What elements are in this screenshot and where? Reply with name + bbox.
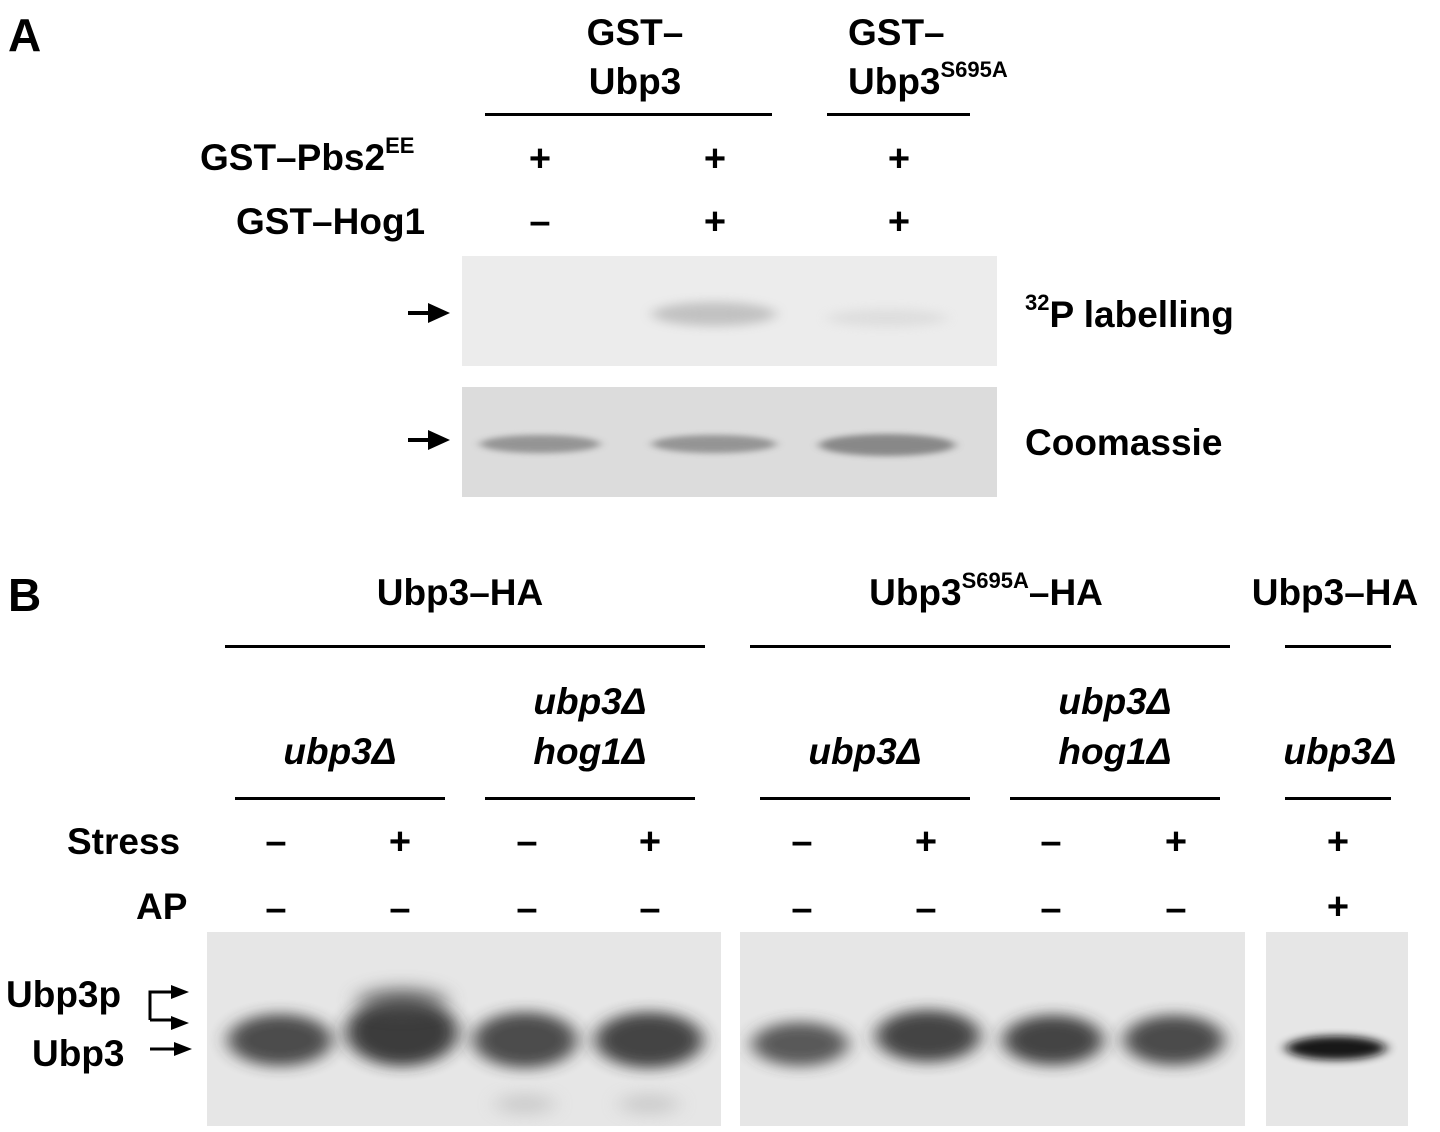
band-b-lane1 [228, 1014, 332, 1066]
strain-5: ubp3Δ [1283, 731, 1397, 772]
panel-a-label: A [8, 9, 42, 61]
panel-b-group1-title: Ubp3–HA [376, 572, 544, 613]
western-blot-ubp3-ha-ap [1266, 932, 1408, 1126]
strain-3: ubp3Δ [808, 731, 922, 772]
strain-1: ubp3Δ [283, 731, 397, 772]
blot-coomassie [462, 387, 997, 497]
ap-sign-5: – [791, 888, 813, 930]
stress-sign-9: + [1326, 821, 1350, 863]
panel-a-group2-underline [827, 113, 970, 116]
stress-sign-4: + [638, 821, 662, 863]
band-b-lane7 [1003, 1015, 1103, 1065]
band-coomassie-lane3 [819, 434, 955, 456]
arrow-right-icon [408, 303, 450, 323]
row-label-ap: AP [136, 886, 188, 927]
strain-4-underline [1010, 797, 1220, 800]
western-blot-ubp3-s695a-ha [740, 932, 1245, 1126]
arrow-right-icon [408, 430, 450, 450]
strain-5-underline [1285, 797, 1391, 800]
strain-1-underline [235, 797, 445, 800]
panel-b-group2-title: Ubp3S695A–HA [869, 568, 1103, 613]
arrow-right-icon [171, 1016, 189, 1030]
ap-sign-9: + [1326, 886, 1350, 928]
band-b-lane8 [1124, 1015, 1224, 1065]
band-b-lane4 [595, 1012, 703, 1114]
band-label-ubp3p: Ubp3p [6, 974, 122, 1015]
blot-32p-labelling [462, 256, 997, 366]
blot-label-coomassie: Coomassie [1025, 422, 1223, 463]
panel-a-group2-line1: GST– [848, 12, 945, 53]
band-b-lane6 [876, 1010, 980, 1062]
ap-sign-8: – [1165, 888, 1187, 930]
stress-sign-6: + [914, 821, 938, 863]
row-label-gst-pbs2: GST–Pbs2EE [200, 133, 415, 178]
stress-sign-7: – [1040, 821, 1062, 863]
panel-b-group2-underline [750, 645, 1230, 648]
stress-sign-8: + [1164, 821, 1188, 863]
stress-sign-1: – [265, 821, 287, 863]
stress-sign-2: + [388, 821, 412, 863]
band-32p-lane2 [652, 302, 776, 326]
band-coomassie-lane1 [480, 435, 600, 453]
blot-label-32p: 32P labelling [1025, 290, 1234, 335]
strain-4-line1: ubp3Δ [1058, 681, 1172, 722]
strain-3-underline [760, 797, 970, 800]
band-coomassie-lane2 [652, 435, 776, 453]
hog1-sign-1: – [529, 201, 551, 243]
bracket-arrow-icon [148, 985, 189, 1022]
band-b-lane5 [752, 1022, 848, 1066]
ap-sign-6: – [915, 888, 937, 930]
panel-a-group1-underline [485, 113, 772, 116]
panel-b-group3-underline [1285, 645, 1391, 648]
panel-b-group1-underline [225, 645, 705, 648]
ap-sign-7: – [1040, 888, 1062, 930]
strain-4-line2: hog1Δ [1058, 731, 1172, 772]
pbs2-sign-1: + [528, 138, 552, 180]
band-b-lane9 [1286, 1036, 1386, 1060]
band-b-lane2 [346, 986, 458, 1066]
ap-sign-2: – [389, 888, 411, 930]
band-32p-lane3 [827, 309, 947, 327]
panel-a-group1-line2: Ubp3 [588, 61, 682, 102]
panel-a-group2-line2: Ubp3S695A [848, 57, 1008, 102]
ap-sign-3: – [516, 888, 538, 930]
panel-b-group3-title: Ubp3–HA [1251, 572, 1419, 613]
row-label-stress: Stress [67, 821, 181, 862]
stress-sign-3: – [516, 821, 538, 863]
panel-b-label: B [8, 569, 42, 621]
band-label-ubp3: Ubp3 [32, 1033, 125, 1074]
ap-sign-1: – [265, 888, 287, 930]
pbs2-sign-3: + [887, 138, 911, 180]
row-label-gst-hog1: GST–Hog1 [236, 201, 426, 242]
strain-2-underline [485, 797, 695, 800]
band-b-lane3 [473, 1012, 577, 1114]
western-blot-ubp3-ha [207, 932, 721, 1126]
hog1-sign-2: + [703, 201, 727, 243]
stress-sign-5: – [791, 821, 813, 863]
arrow-right-icon [150, 1042, 192, 1056]
pbs2-sign-2: + [703, 138, 727, 180]
hog1-sign-3: + [887, 201, 911, 243]
panel-a-group1-line1: GST– [586, 12, 684, 53]
strain-2-line2: hog1Δ [533, 731, 647, 772]
strain-2-line1: ubp3Δ [533, 681, 647, 722]
ap-sign-4: – [639, 888, 661, 930]
